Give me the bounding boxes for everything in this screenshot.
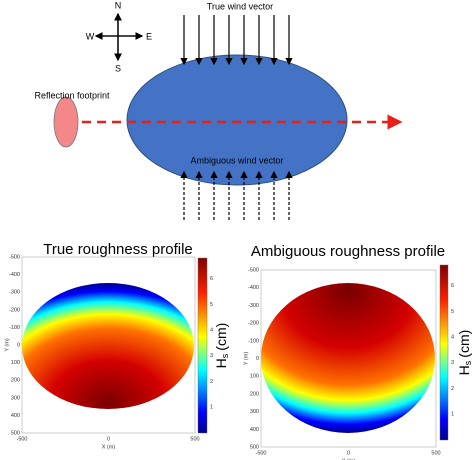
y-axis-label: Y (m) xyxy=(243,352,249,366)
y-tick-label: 200 xyxy=(250,391,259,397)
y-tick-label: -300 xyxy=(248,303,259,309)
y-tick-label: 100 xyxy=(11,360,20,366)
y-tick-label: 200 xyxy=(11,378,20,384)
colorbar-label-unit: (cm) xyxy=(456,330,472,358)
y-tick-label: 300 xyxy=(250,409,259,415)
y-tick-label: -400 xyxy=(9,272,20,278)
wind-arrows xyxy=(180,15,293,220)
compass-label: E xyxy=(146,31,152,41)
y-axis-label: Y (m) xyxy=(4,338,10,352)
y-tick-label: 0 xyxy=(256,356,259,362)
y-tick-label: 500 xyxy=(250,444,259,450)
colorbar-tick-label: 3 xyxy=(451,360,454,366)
colorbar xyxy=(197,257,208,434)
y-tick-label: -400 xyxy=(248,285,259,291)
label: Ambiguous wind vector xyxy=(190,155,283,165)
colorbar-tick-label: 2 xyxy=(451,386,454,392)
compass-label: W xyxy=(86,31,95,41)
colorbar-label-main: H xyxy=(213,358,229,368)
roughness-map xyxy=(22,283,194,409)
colorbar-label: Hs (cm) xyxy=(456,330,474,376)
plot-title: Ambiguous roughness profile xyxy=(251,243,445,260)
colorbar-tick-label: 6 xyxy=(210,276,213,282)
compass: N S W E xyxy=(86,0,152,73)
reflection-footprint xyxy=(53,96,79,148)
x-tick-label: 500 xyxy=(190,436,199,442)
label: True wind vector xyxy=(207,1,273,11)
colorbar-label-sub: s xyxy=(220,353,230,358)
roughness-map xyxy=(261,283,435,433)
x-tick-label: 500 xyxy=(431,450,440,456)
x-tick-label: -500 xyxy=(255,450,266,456)
colorbar-tick-label: 5 xyxy=(210,302,213,308)
x-tick-label: 0 xyxy=(347,450,350,456)
colorbar-label-main: H xyxy=(456,365,472,375)
colorbar-tick-label: 5 xyxy=(451,309,454,315)
y-tick-label: 500 xyxy=(11,430,20,436)
y-tick-label: -100 xyxy=(248,338,259,344)
y-tick-label: 300 xyxy=(11,395,20,401)
colorbar-tick-label: 4 xyxy=(210,328,213,334)
colorbar-tick-label: 1 xyxy=(210,405,213,411)
y-tick-label: -500 xyxy=(9,254,20,260)
y-tick-label: 400 xyxy=(11,413,20,419)
y-tick-label: -200 xyxy=(248,321,259,327)
colorbar-tick-label: 3 xyxy=(210,353,213,359)
y-tick-label: -200 xyxy=(9,307,20,313)
colorbar-label: Hs (cm) xyxy=(213,323,231,369)
y-tick-label: 0 xyxy=(17,342,20,348)
x-axis-label: X (m) xyxy=(342,458,356,460)
y-tick-label: 100 xyxy=(250,374,259,380)
y-tick-label: -300 xyxy=(9,290,20,296)
compass-label: S xyxy=(115,63,121,73)
x-tick-label: -500 xyxy=(16,436,27,442)
colorbar xyxy=(439,264,449,441)
compass-label: N xyxy=(115,0,122,10)
plot-title: True roughness profile xyxy=(43,241,193,258)
colorbar-tick-label: 6 xyxy=(451,283,454,289)
y-tick-label: -100 xyxy=(9,325,20,331)
colorbar-tick-label: 2 xyxy=(210,379,213,385)
x-axis-label: X (m) xyxy=(102,444,116,450)
colorbar-tick-label: 4 xyxy=(451,335,454,341)
illuminated-area xyxy=(126,54,348,186)
x-tick-label: 0 xyxy=(107,436,110,442)
label: Reflection footprint xyxy=(34,90,110,100)
plots: True roughness profile -500 -400 -300 -200 -1… xyxy=(4,241,473,460)
y-tick-label: 400 xyxy=(250,427,259,433)
colorbar-label-sub: s xyxy=(463,360,473,365)
colorbar-tick-label: 1 xyxy=(451,412,454,418)
y-tick-label: -500 xyxy=(248,267,259,273)
colorbar-label-unit: (cm) xyxy=(213,323,229,351)
